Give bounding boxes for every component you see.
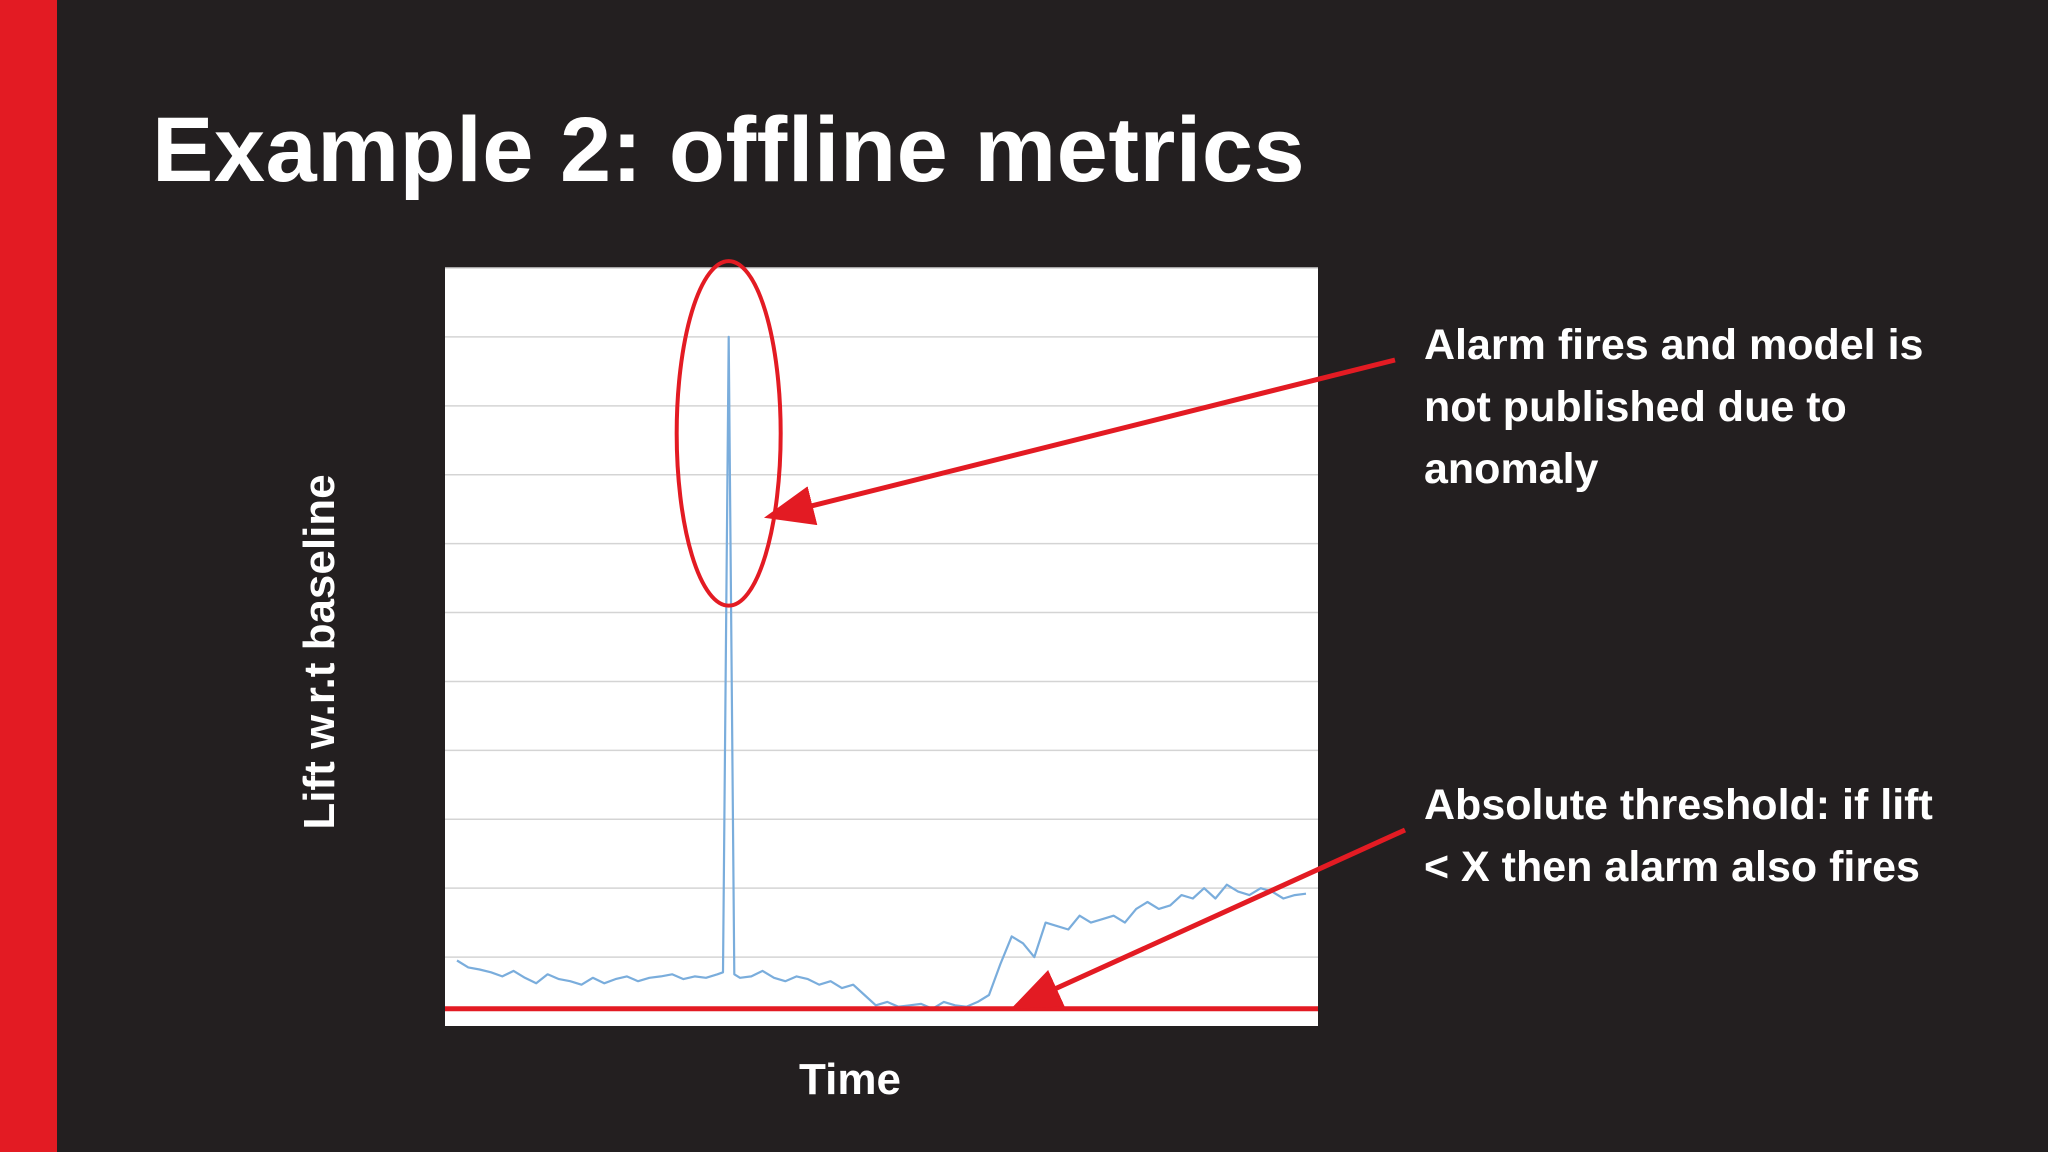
chart-plot-area: [445, 268, 1318, 1026]
threshold-annotation: Absolute threshold: if lift < X then ala…: [1424, 774, 1933, 898]
threshold-annotation-line: < X then alarm also fires: [1424, 843, 1920, 891]
chart-annotation-layer: [445, 259, 1407, 1012]
spike-highlight-ellipse: [674, 259, 783, 608]
spike-annotation-line: anomaly: [1424, 445, 1599, 493]
slide-title: Example 2: offline metrics: [152, 99, 1306, 201]
chart-x-axis-label: Time: [799, 1055, 901, 1104]
threshold-callout-arrow: [1010, 827, 1407, 1009]
chart-gridlines: [445, 267, 1318, 958]
spike-annotation: Alarm fires and model is not published d…: [1424, 314, 1923, 500]
threshold-annotation-line: Absolute threshold: if lift: [1424, 781, 1933, 829]
chart-y-axis-label: Lift w.r.t baseline: [295, 474, 344, 830]
spike-callout-arrow: [763, 357, 1396, 526]
accent-bar: [0, 0, 57, 1152]
spike-annotation-line: Alarm fires and model is: [1424, 321, 1924, 369]
chart-series-layer: [456, 335, 1307, 1010]
spike-annotation-line: not published due to: [1424, 383, 1847, 431]
chart-series-line: [456, 335, 1307, 1010]
